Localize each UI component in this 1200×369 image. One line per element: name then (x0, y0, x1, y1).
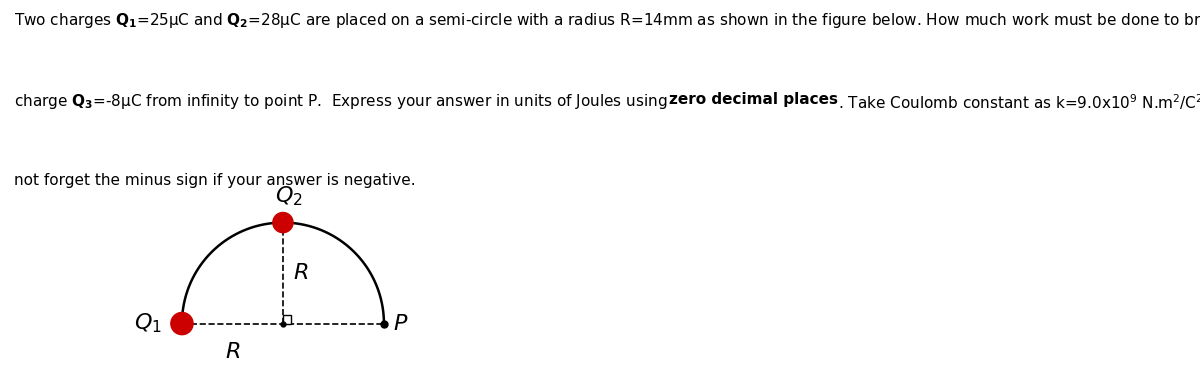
Text: $Q_1$: $Q_1$ (134, 312, 162, 335)
Text: . Take Coulomb constant as k=9.0x10$^9$ N.m$^2$/C$^2$. Please do: . Take Coulomb constant as k=9.0x10$^9$ … (839, 92, 1200, 112)
Text: $R$: $R$ (224, 341, 240, 363)
Text: $P$: $P$ (394, 313, 408, 335)
Text: $R$: $R$ (293, 262, 308, 284)
Text: $Q_2$: $Q_2$ (275, 185, 302, 208)
Bar (283, 315, 292, 324)
Text: zero decimal places: zero decimal places (670, 92, 839, 107)
Circle shape (170, 313, 193, 335)
Circle shape (272, 213, 293, 233)
Text: Two charges $\mathbf{Q_1}$=25µC and $\mathbf{Q_2}$=28µC are placed on a semi-cir: Two charges $\mathbf{Q_1}$=25µC and $\ma… (14, 11, 1200, 30)
Text: charge $\mathbf{Q_3}$=-8µC from infinity to point P.  Express your answer in uni: charge $\mathbf{Q_3}$=-8µC from infinity… (14, 92, 670, 111)
Text: not forget the minus sign if your answer is negative.: not forget the minus sign if your answer… (14, 173, 416, 189)
